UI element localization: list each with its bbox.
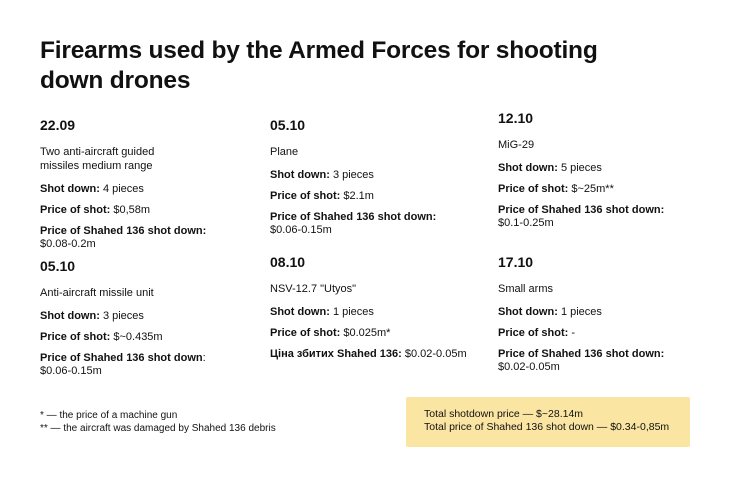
price-of-shot-label: Price of shot: xyxy=(40,204,111,216)
shot-down-label: Shot down: xyxy=(40,183,100,195)
shahed-price-value: : $0.06-0.15m xyxy=(40,352,206,377)
price-of-shot-value: $0,58m xyxy=(113,204,151,216)
weapon-name: MiG-29 xyxy=(498,139,535,151)
card-date: 17.10 xyxy=(498,254,534,270)
shot-down-row: Shot down: 1 pieces xyxy=(270,306,470,319)
shot-down-value: 3 pieces xyxy=(102,310,144,322)
shot-down-row: Shot down: 3 pieces xyxy=(40,310,240,323)
shahed-price-value: $0.1-0.25m xyxy=(498,217,554,229)
footnote-machine-gun: * — the price of a machine gun xyxy=(40,410,178,421)
card-date: 08.10 xyxy=(270,254,306,270)
footnotes: * — the price of a machine gun ** — the … xyxy=(40,409,276,435)
shot-down-value: 4 pieces xyxy=(102,183,144,195)
shot-down-label: Shot down: xyxy=(270,306,330,318)
card-date: 12.10 xyxy=(498,110,534,126)
shahed-price-label: Price of Shahed 136 shot down xyxy=(40,352,203,364)
shahed-price-label: Ціна збитих Shahed 136: xyxy=(270,348,402,360)
shot-down-label: Shot down: xyxy=(498,162,558,174)
price-of-shot-row: Price of shot: $2.1m xyxy=(270,190,470,203)
price-of-shot-label: Price of shot: xyxy=(40,331,111,343)
shahed-price-value: $0.06-0.15m xyxy=(270,224,332,236)
shot-down-row: Shot down: 3 pieces xyxy=(270,169,470,182)
card-date: 05.10 xyxy=(40,258,76,274)
shot-down-row: Shot down: 1 pieces xyxy=(498,306,698,319)
weapon-card: 08.10 NSV-12.7 "Utyos" Shot down: 1 piec… xyxy=(270,254,470,369)
shot-down-value: 5 pieces xyxy=(560,162,602,174)
shot-down-label: Shot down: xyxy=(498,306,558,318)
price-of-shot-value: $0.025m* xyxy=(343,327,391,339)
weapon-name: NSV-12.7 "Utyos" xyxy=(270,283,357,295)
price-of-shot-row: Price of shot: $~0.435m xyxy=(40,331,240,344)
shahed-price-label: Price of Shahed 136 shot down: xyxy=(498,348,665,360)
shahed-price-row: Price of Shahed 136 shot down: $0.08-0.2m xyxy=(40,225,240,251)
price-of-shot-label: Price of shot: xyxy=(498,183,569,195)
weapon-name: Anti-aircraft missile unit xyxy=(40,287,154,299)
shot-down-value: 1 pieces xyxy=(560,306,602,318)
weapon-name: Small arms xyxy=(498,283,554,295)
shot-down-row: Shot down: 4 pieces xyxy=(40,183,240,196)
shahed-price-label: Price of Shahed 136 shot down: xyxy=(40,225,207,237)
price-of-shot-row: Price of shot: $0,58m xyxy=(40,204,240,217)
shahed-price-label: Price of Shahed 136 shot down: xyxy=(270,211,437,223)
price-of-shot-value: - xyxy=(571,327,576,339)
shahed-price-row: Price of Shahed 136 shot down: $0.06-0.1… xyxy=(40,352,240,378)
price-of-shot-label: Price of shot: xyxy=(498,327,569,339)
weapon-card: 05.10 Anti-aircraft missile unit Shot do… xyxy=(40,258,240,386)
totals-box: Total shotdown price — $~28.14m Total pr… xyxy=(406,397,690,447)
shahed-price-row: Price of Shahed 136 shot down: $0.02-0.05… xyxy=(498,348,698,374)
price-of-shot-value: $~0.435m xyxy=(113,331,163,343)
total-shahed-price: Total price of Shahed 136 shot down — $0… xyxy=(424,421,670,433)
card-date: 05.10 xyxy=(270,117,306,133)
price-of-shot-label: Price of shot: xyxy=(270,190,341,202)
price-of-shot-value: $~25m** xyxy=(571,183,614,195)
shot-down-label: Shot down: xyxy=(40,310,100,322)
shahed-price-value: $0.02-0.05m xyxy=(404,348,467,360)
weapon-name: Plane xyxy=(270,146,299,158)
weapon-card: 05.10 Plane Shot down: 3 pieces Price of… xyxy=(270,117,470,245)
weapon-card: 12.10 MiG-29 Shot down: 5 pieces Price o… xyxy=(498,110,698,238)
price-of-shot-row: Price of shot: $0.025m* xyxy=(270,327,470,340)
price-of-shot-row: Price of shot: $~25m** xyxy=(498,183,698,196)
shahed-price-value: $0.02-0.05m xyxy=(498,361,560,373)
price-of-shot-value: $2.1m xyxy=(343,190,374,202)
footnote-aircraft-damage: ** — the aircraft was damaged by Shahed … xyxy=(40,423,276,434)
shahed-price-value: $0.08-0.2m xyxy=(40,238,96,250)
shahed-price-row: Ціна збитих Shahed 136: $0.02-0.05m xyxy=(270,348,470,361)
shot-down-row: Shot down: 5 pieces xyxy=(498,162,698,175)
page-title: Firearms used by the Armed Forces for sh… xyxy=(40,37,598,94)
shot-down-label: Shot down: xyxy=(270,169,330,181)
shahed-price-row: Price of Shahed 136 shot down: $0.1-0.25m xyxy=(498,204,698,230)
weapon-name: Two anti-aircraft guided missiles medium… xyxy=(40,146,155,172)
price-of-shot-row: Price of shot: - xyxy=(498,327,698,340)
total-shotdown-price: Total shotdown price — $~28.14m xyxy=(424,408,584,420)
shot-down-value: 1 pieces xyxy=(332,306,374,318)
shahed-price-label: Price of Shahed 136 shot down: xyxy=(498,204,665,216)
shot-down-value: 3 pieces xyxy=(332,169,374,181)
shahed-price-row: Price of Shahed 136 shot down: $0.06-0.15… xyxy=(270,211,470,237)
card-date: 22.09 xyxy=(40,117,76,133)
price-of-shot-label: Price of shot: xyxy=(270,327,341,339)
weapon-card: 22.09 Two anti-aircraft guided missiles … xyxy=(40,117,240,259)
weapon-card: 17.10 Small arms Shot down: 1 pieces Pri… xyxy=(498,254,698,382)
